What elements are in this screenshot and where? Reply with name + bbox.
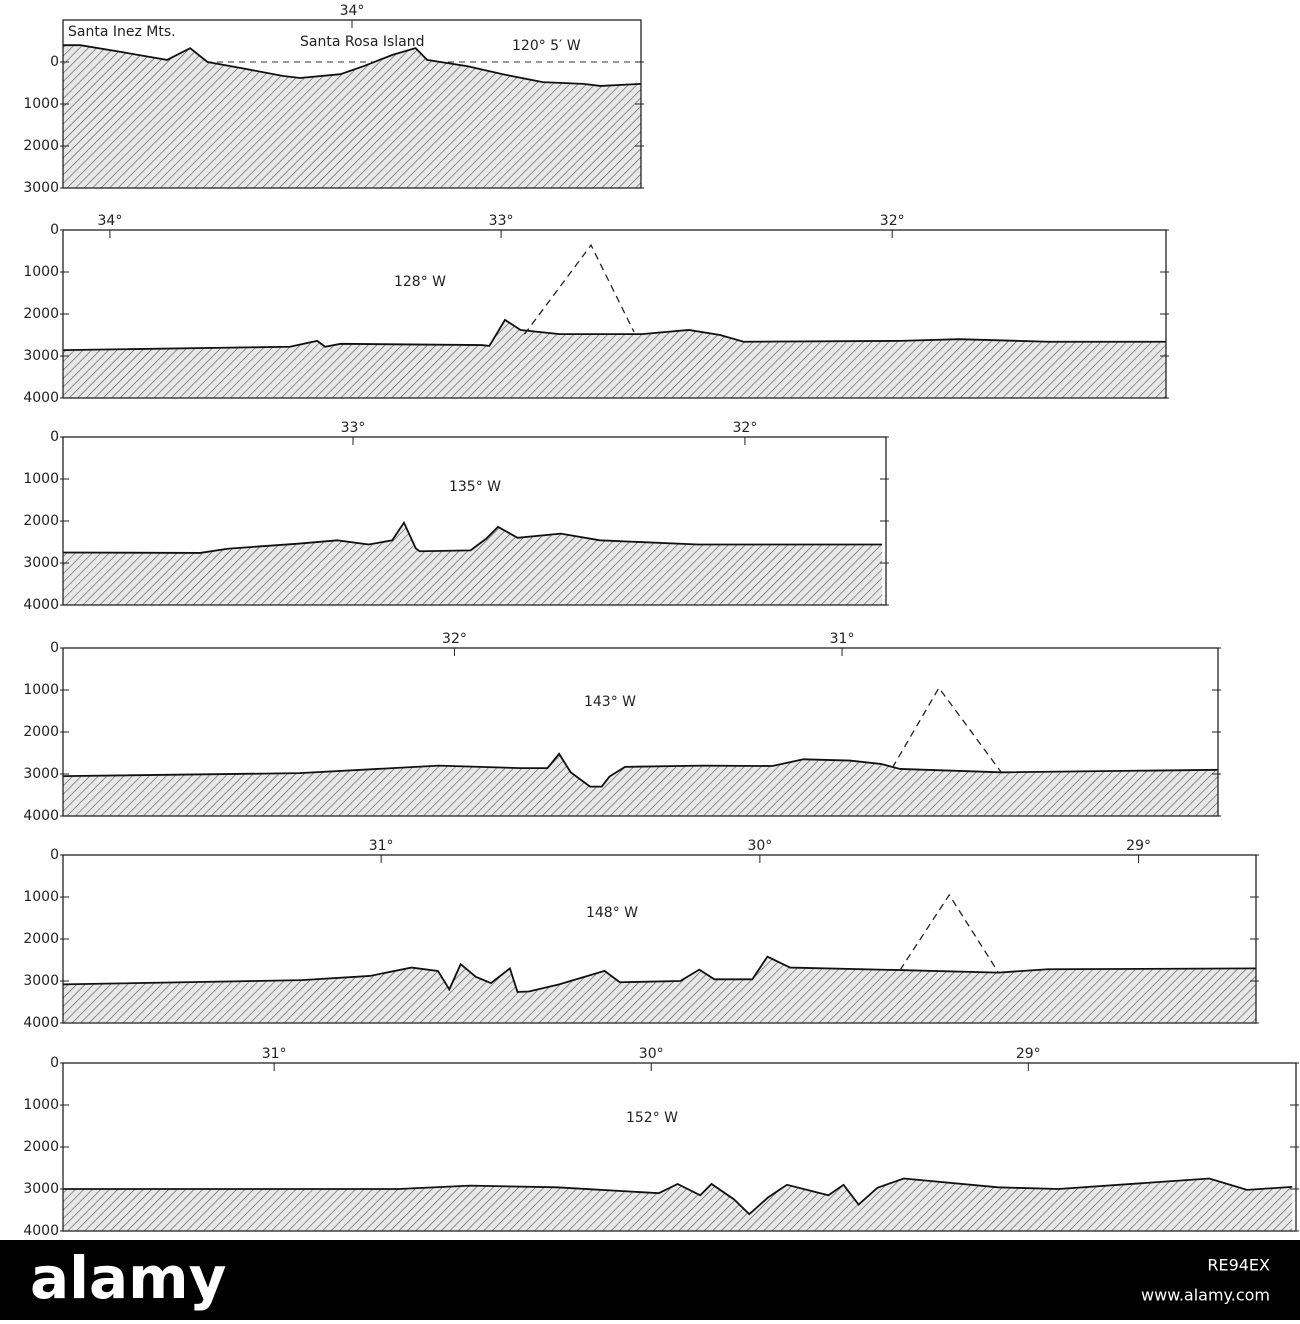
annotation: 152° W [626, 1110, 678, 1126]
seafloor-profile [63, 520, 883, 554]
x-tick-label: 32° [733, 420, 758, 436]
inferred-peak [524, 243, 635, 335]
image-id: RE94EX [1207, 1256, 1270, 1275]
y-tick-label: 1000 [23, 471, 59, 487]
footer-band [0, 1240, 1300, 1320]
y-tick-label: 1000 [23, 264, 59, 280]
annotation: Santa Rosa Island [300, 34, 425, 50]
x-tick-label: 34° [340, 3, 365, 19]
plot-area [63, 243, 1166, 398]
inferred-peak [891, 686, 1002, 773]
x-tick-label: 29° [1016, 1046, 1041, 1062]
plot-area [63, 893, 1256, 1023]
y-tick-label: 1000 [23, 96, 59, 112]
x-tick-label: 30° [639, 1046, 664, 1062]
y-tick-label: 3000 [23, 555, 59, 571]
y-tick-label: 0 [50, 54, 59, 70]
y-tick-label: 2000 [23, 138, 59, 154]
brand: alamy [30, 1244, 226, 1312]
y-tick-label: 4000 [23, 1223, 59, 1239]
x-tick-label: 33° [341, 420, 366, 436]
y-tick-label: 3000 [23, 766, 59, 782]
x-tick-label: 34° [98, 213, 123, 229]
seafloor-area [63, 319, 1166, 398]
y-tick-label: 1000 [23, 889, 59, 905]
seafloor-profile [63, 752, 1218, 788]
x-tick-label: 31° [262, 1046, 287, 1062]
plot-area [63, 520, 883, 605]
y-tick-label: 3000 [23, 180, 59, 196]
panel: 0 1000 2000 3000 4000 33° 32° 135° W [23, 420, 889, 613]
panel: 0 1000 2000 3000 4000 31° 30° 29° 152° W [23, 1046, 1299, 1239]
x-tick-label: 32° [880, 213, 905, 229]
y-tick-label: 2000 [23, 513, 59, 529]
y-tick-label: 0 [50, 847, 59, 863]
y-tick-label: 1000 [23, 682, 59, 698]
y-tick-label: 2000 [23, 931, 59, 947]
y-tick-label: 0 [50, 429, 59, 445]
seafloor-area [63, 1178, 1293, 1231]
x-tick-label: 31° [830, 631, 855, 647]
inferred-peak [899, 893, 1000, 973]
y-tick-label: 4000 [23, 597, 59, 613]
panel: 0 1000 2000 3000 4000 31° 30° 29° 148° W [23, 838, 1259, 1031]
annotation: 120° 5′ W [512, 38, 581, 54]
annotation: 143° W [584, 694, 636, 710]
seafloor-profile [63, 44, 641, 87]
plot-area [63, 686, 1218, 816]
seafloor-area [63, 956, 1256, 1023]
x-tick-label: 31° [369, 838, 394, 854]
panel: 0 1000 2000 3000 4000 34° 33° 32° 128° W [23, 213, 1169, 406]
y-tick-label: 3000 [23, 1181, 59, 1197]
seafloor-area [63, 45, 641, 188]
panel: 0 1000 2000 3000 34° Santa Inez Mts. Santa Ros… [23, 3, 644, 196]
y-tick-label: 2000 [23, 1139, 59, 1155]
y-tick-label: 4000 [23, 808, 59, 824]
plot-area [63, 1177, 1293, 1231]
x-tick-label: 32° [442, 631, 467, 647]
y-tick-label: 1000 [23, 1097, 59, 1113]
seafloor-profile [63, 955, 1256, 993]
seafloor-profile [63, 318, 1166, 352]
annotation: 135° W [449, 479, 501, 495]
plot-area [63, 44, 641, 188]
y-tick-label: 0 [50, 222, 59, 238]
y-tick-label: 2000 [23, 306, 59, 322]
y-tick-label: 0 [50, 1055, 59, 1071]
panels: 0 1000 2000 3000 34° Santa Inez Mts. Santa Ros… [23, 3, 1299, 1239]
x-tick-label: 33° [489, 213, 514, 229]
footer: alamy RE94EX www.alamy.com [0, 1240, 1300, 1320]
y-tick-label: 2000 [23, 724, 59, 740]
y-tick-label: 3000 [23, 973, 59, 989]
annotation: Santa Inez Mts. [68, 24, 176, 40]
x-tick-label: 29° [1126, 838, 1151, 854]
panel: 0 1000 2000 3000 4000 32° 31° 143° W [23, 631, 1221, 824]
url: www.alamy.com [1141, 1286, 1270, 1305]
seafloor-area [63, 522, 883, 605]
annotation: 128° W [394, 274, 446, 290]
seafloor-profile [63, 1177, 1293, 1216]
y-tick-label: 0 [50, 640, 59, 656]
x-tick-label: 30° [747, 838, 772, 854]
y-tick-label: 4000 [23, 390, 59, 406]
annotation: 148° W [586, 905, 638, 921]
y-tick-label: 4000 [23, 1015, 59, 1031]
seafloor-area [63, 753, 1218, 816]
y-tick-label: 3000 [23, 348, 59, 364]
